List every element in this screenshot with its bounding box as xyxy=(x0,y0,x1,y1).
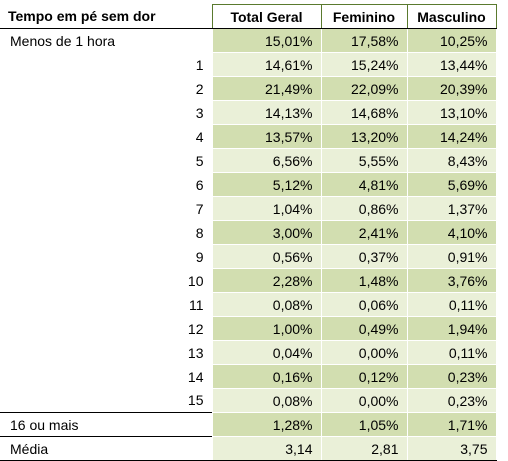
table-row: 6 5,12% 4,81% 5,69% xyxy=(0,172,497,197)
masculino-cell: 13,44% xyxy=(406,52,497,77)
feminino-cell: 0,00% xyxy=(320,340,408,365)
feminino-cell: 0,37% xyxy=(320,244,408,269)
row-label-cell: 5 xyxy=(0,148,212,173)
table-row: 9 0,56% 0,37% 0,91% xyxy=(0,244,497,269)
feminino-cell: 0,12% xyxy=(320,364,408,389)
row-label-cell: 11 xyxy=(0,292,212,317)
pain-free-standing-time-table: Tempo em pé sem dor Total Geral Feminino… xyxy=(0,4,497,461)
total-geral-cell: 1,04% xyxy=(211,196,322,221)
feminino-cell: 22,09% xyxy=(320,76,408,101)
row-label-cell: 2 xyxy=(0,76,212,101)
table-row: 5 6,56% 5,55% 8,43% xyxy=(0,148,497,173)
total-geral-cell: 3,14 xyxy=(211,436,322,461)
feminino-cell: 15,24% xyxy=(320,52,408,77)
total-geral-cell: 0,08% xyxy=(211,388,322,413)
masculino-cell: 1,94% xyxy=(406,316,497,341)
table-row: Média 3,14 2,81 3,75 xyxy=(0,436,497,461)
masculino-cell: 10,25% xyxy=(406,28,497,53)
masculino-cell: 0,91% xyxy=(406,244,497,269)
row-label-cell: 14 xyxy=(0,364,212,389)
row-label-cell: 7 xyxy=(0,196,212,221)
row-label-cell: 6 xyxy=(0,172,212,197)
row-label-cell: 13 xyxy=(0,340,212,365)
total-geral-cell: 14,61% xyxy=(211,52,322,77)
total-geral-cell: 0,56% xyxy=(211,244,322,269)
table-row: 1 14,61% 15,24% 13,44% xyxy=(0,52,497,77)
table-row: 11 0,08% 0,06% 0,11% xyxy=(0,292,497,317)
masculino-cell: 0,23% xyxy=(406,388,497,413)
masculino-cell: 3,75 xyxy=(406,436,497,461)
feminino-cell: 0,49% xyxy=(320,316,408,341)
header-feminino: Feminino xyxy=(320,4,408,29)
total-geral-cell: 5,12% xyxy=(211,172,322,197)
row-label-cell: 16 ou mais xyxy=(0,412,212,437)
header-total-geral: Total Geral xyxy=(211,4,322,29)
table-row: 10 2,28% 1,48% 3,76% xyxy=(0,268,497,293)
table-row: 8 3,00% 2,41% 4,10% xyxy=(0,220,497,245)
row-label-cell: 8 xyxy=(0,220,212,245)
total-geral-cell: 13,57% xyxy=(211,124,322,149)
feminino-cell: 4,81% xyxy=(320,172,408,197)
header-masculino: Masculino xyxy=(406,4,497,29)
total-geral-cell: 6,56% xyxy=(211,148,322,173)
total-geral-cell: 0,04% xyxy=(211,340,322,365)
feminino-cell: 1,48% xyxy=(320,268,408,293)
masculino-cell: 5,69% xyxy=(406,172,497,197)
table-row: 16 ou mais 1,28% 1,05% 1,71% xyxy=(0,412,497,437)
row-label-cell: 9 xyxy=(0,244,212,269)
masculino-cell: 4,10% xyxy=(406,220,497,245)
masculino-cell: 20,39% xyxy=(406,76,497,101)
total-geral-cell: 21,49% xyxy=(211,76,322,101)
table-header-row: Tempo em pé sem dor Total Geral Feminino… xyxy=(0,4,497,29)
masculino-cell: 0,11% xyxy=(406,292,497,317)
masculino-cell: 3,76% xyxy=(406,268,497,293)
feminino-cell: 0,00% xyxy=(320,388,408,413)
masculino-cell: 1,71% xyxy=(406,412,497,437)
total-geral-cell: 3,00% xyxy=(211,220,322,245)
total-geral-cell: 0,16% xyxy=(211,364,322,389)
row-label-cell: Média xyxy=(0,436,212,461)
masculino-cell: 0,11% xyxy=(406,340,497,365)
table-row: Menos de 1 hora 15,01% 17,58% 10,25% xyxy=(0,28,497,53)
table-body: Menos de 1 hora 15,01% 17,58% 10,25% 1 14,61%… xyxy=(0,28,497,461)
table-row: 3 14,13% 14,68% 13,10% xyxy=(0,100,497,125)
feminino-cell: 13,20% xyxy=(320,124,408,149)
row-label-cell: 1 xyxy=(0,52,212,77)
table-row: 4 13,57% 13,20% 14,24% xyxy=(0,124,497,149)
masculino-cell: 13,10% xyxy=(406,100,497,125)
table-row: 7 1,04% 0,86% 1,37% xyxy=(0,196,497,221)
masculino-cell: 14,24% xyxy=(406,124,497,149)
total-geral-cell: 14,13% xyxy=(211,100,322,125)
table-row: 15 0,08% 0,00% 0,23% xyxy=(0,388,497,413)
table-row: 2 21,49% 22,09% 20,39% xyxy=(0,76,497,101)
row-label-cell: 4 xyxy=(0,124,212,149)
row-label-cell: 3 xyxy=(0,100,212,125)
feminino-cell: 17,58% xyxy=(320,28,408,53)
feminino-cell: 5,55% xyxy=(320,148,408,173)
masculino-cell: 8,43% xyxy=(406,148,497,173)
row-label-cell: 12 xyxy=(0,316,212,341)
header-tempo-em-pe: Tempo em pé sem dor xyxy=(0,4,212,29)
row-label-cell: 15 xyxy=(0,388,212,413)
total-geral-cell: 2,28% xyxy=(211,268,322,293)
table-row: 12 1,00% 0,49% 1,94% xyxy=(0,316,497,341)
total-geral-cell: 1,28% xyxy=(211,412,322,437)
feminino-cell: 1,05% xyxy=(320,412,408,437)
feminino-cell: 0,06% xyxy=(320,292,408,317)
data-table-container: Tempo em pé sem dor Total Geral Feminino… xyxy=(0,4,497,461)
table-row: 13 0,04% 0,00% 0,11% xyxy=(0,340,497,365)
feminino-cell: 0,86% xyxy=(320,196,408,221)
row-label-cell: Menos de 1 hora xyxy=(0,28,212,53)
row-label-cell: 10 xyxy=(0,268,212,293)
masculino-cell: 1,37% xyxy=(406,196,497,221)
feminino-cell: 14,68% xyxy=(320,100,408,125)
masculino-cell: 0,23% xyxy=(406,364,497,389)
feminino-cell: 2,81 xyxy=(320,436,408,461)
table-row: 14 0,16% 0,12% 0,23% xyxy=(0,364,497,389)
total-geral-cell: 15,01% xyxy=(211,28,322,53)
feminino-cell: 2,41% xyxy=(320,220,408,245)
total-geral-cell: 1,00% xyxy=(211,316,322,341)
total-geral-cell: 0,08% xyxy=(211,292,322,317)
